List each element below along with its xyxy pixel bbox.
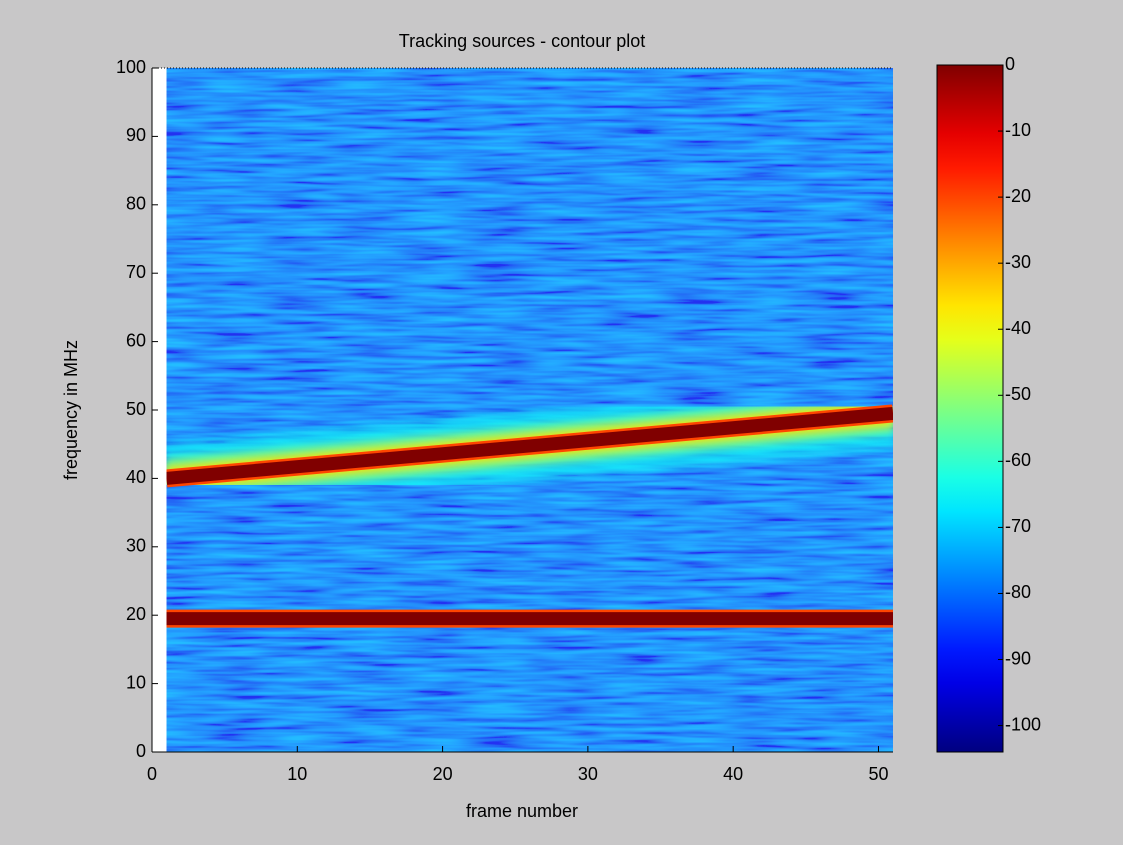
y-tick-label: 50 xyxy=(126,399,146,419)
x-tick-label: 0 xyxy=(147,764,157,784)
colorbar-tick-label: 0 xyxy=(1005,54,1015,74)
x-tick-label: 30 xyxy=(578,764,598,784)
colorbar-tick-label: -30 xyxy=(1005,252,1031,272)
y-tick-label: 10 xyxy=(126,672,146,692)
y-axis-label: frequency in MHz xyxy=(61,340,81,480)
x-axis-label: frame number xyxy=(466,801,578,821)
colorbar-tick-label: -90 xyxy=(1005,648,1031,668)
colorbar-tick-label: -20 xyxy=(1005,186,1031,206)
colorbar-tick-label: -100 xyxy=(1005,714,1041,734)
contour-field xyxy=(166,68,893,752)
source-track xyxy=(166,406,893,485)
y-tick-label: 20 xyxy=(126,604,146,624)
x-tick-label: 40 xyxy=(723,764,743,784)
colorbar-tick-label: -80 xyxy=(1005,582,1031,602)
x-tick-label: 10 xyxy=(287,764,307,784)
colorbar-tick-label: -70 xyxy=(1005,516,1031,536)
x-tick-label: 50 xyxy=(868,764,888,784)
colorbar xyxy=(936,64,1004,753)
y-tick-label: 90 xyxy=(126,125,146,145)
y-tick-label: 80 xyxy=(126,194,146,214)
y-tick-label: 30 xyxy=(126,536,146,556)
chart-title: Tracking sources - contour plot xyxy=(399,31,645,51)
y-tick-label: 40 xyxy=(126,467,146,487)
colorbar-tick-label: -50 xyxy=(1005,384,1031,404)
colorbar-tick-label: -10 xyxy=(1005,120,1031,140)
y-tick-label: 60 xyxy=(126,330,146,350)
colorbar-tick-label: -40 xyxy=(1005,318,1031,338)
x-tick-label: 20 xyxy=(433,764,453,784)
y-tick-label: 0 xyxy=(136,741,146,761)
y-tick-label: 100 xyxy=(116,57,146,77)
y-tick-label: 70 xyxy=(126,262,146,282)
colorbar-tick-label: -60 xyxy=(1005,450,1031,470)
